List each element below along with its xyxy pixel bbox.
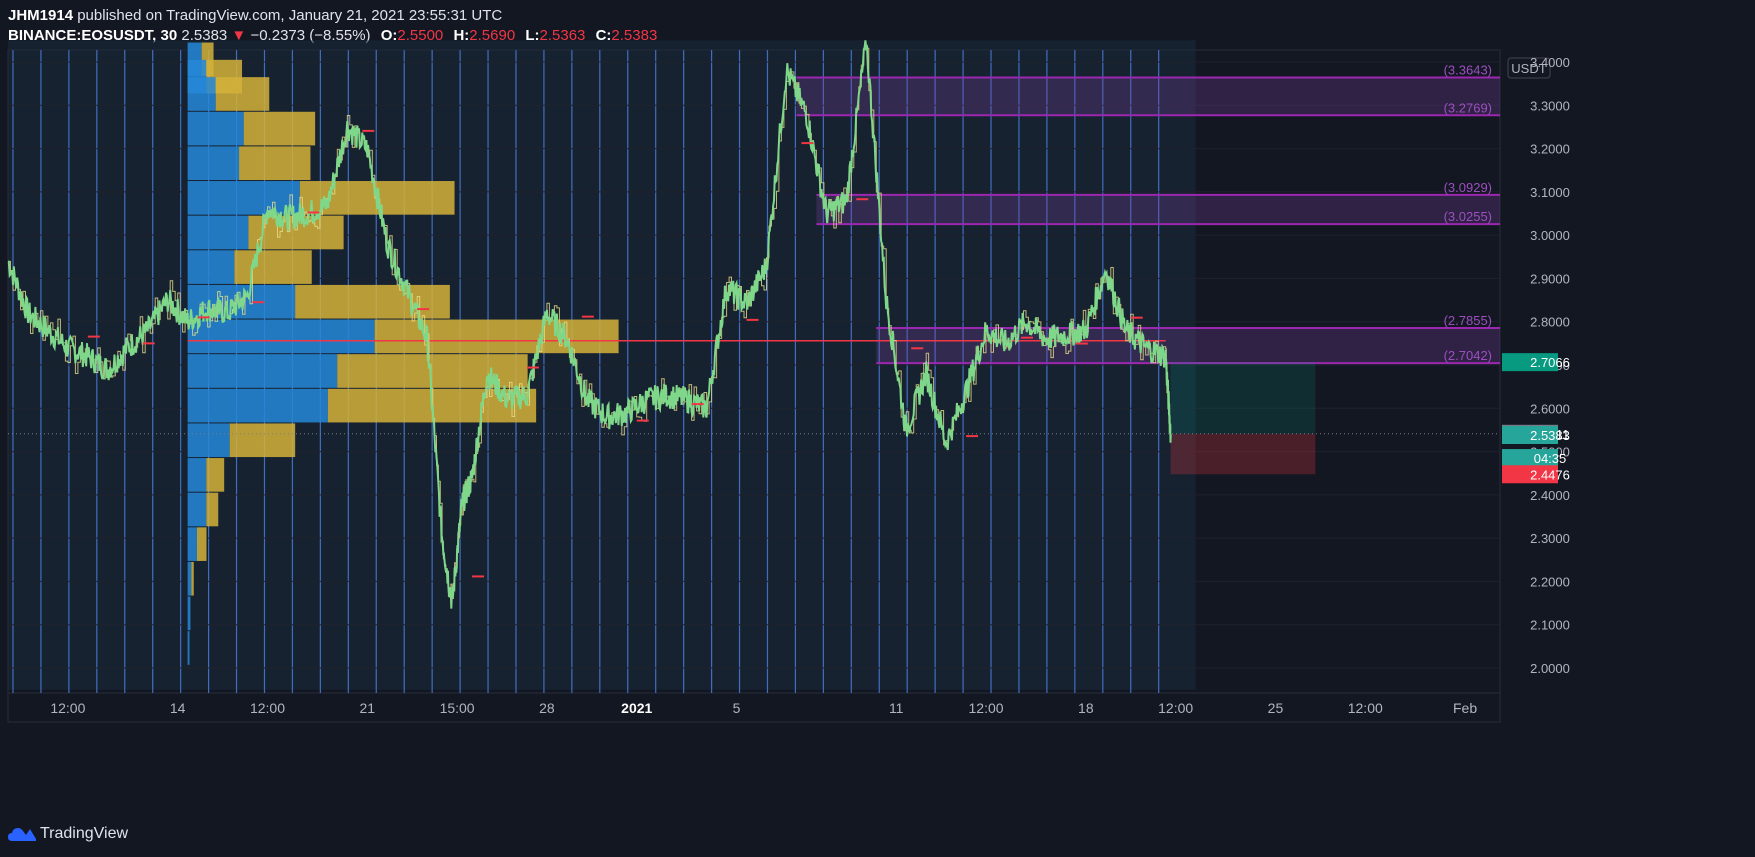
volume-profile-sell-bar (206, 458, 225, 492)
price-badge (1502, 425, 1558, 444)
volume-profile-buy-bar (187, 527, 197, 561)
price-badge-label: 2.7066 (1530, 355, 1570, 370)
y-tick-label: 3.4000 (1530, 55, 1570, 70)
volume-profile-buy-bar (187, 77, 216, 111)
volume-profile-buy-bar (187, 388, 328, 423)
high-label: H: (453, 27, 470, 44)
volume-profile-buy-bar (187, 492, 207, 527)
volume-profile-sell-bar (295, 284, 450, 319)
footer: TradingView (8, 822, 128, 846)
x-tick-label: Feb (1453, 700, 1477, 716)
zone-top-label: (2.7855) (1444, 313, 1492, 328)
resistance-zone (876, 327, 1500, 364)
y-tick-label: 3.3000 (1530, 98, 1570, 113)
symbol-label[interactable]: BINANCE:EOSUSDT, 30 (8, 27, 178, 44)
volume-profile-sell-bar (191, 561, 194, 596)
zone-bottom-label: (2.7042) (1444, 348, 1492, 363)
x-tick-label: 18 (1078, 700, 1094, 716)
volume-profile-buy-bar (187, 250, 235, 284)
y-tick-label: 3.0000 (1530, 228, 1570, 243)
x-tick-label: 12:00 (1158, 700, 1193, 716)
tradingview-cloud-icon[interactable] (8, 825, 36, 843)
close-value: 2.5383 (611, 27, 658, 44)
resistance-zone (816, 194, 1500, 225)
close-label: C: (595, 27, 612, 44)
price-line (7, 40, 1172, 609)
price-badge (1502, 353, 1558, 372)
volume-profile-buy-bar (187, 561, 192, 596)
published-text: published on TradingView.com, January 21… (77, 7, 503, 24)
low-value: 2.5363 (539, 27, 586, 44)
zone-top-label: (3.0929) (1444, 180, 1492, 195)
position-target-box (1170, 362, 1316, 434)
x-tick-label: 25 (1268, 700, 1284, 716)
publish-line: JHM1914 published on TradingView.com, Ja… (8, 6, 1748, 26)
x-tick-label: 12:00 (250, 700, 285, 716)
volume-profile-buy-bar (187, 423, 230, 458)
volume-profile-buy-bar (187, 631, 190, 665)
tradingview-brand[interactable]: TradingView (40, 825, 129, 842)
volume-profile-sell-bar (243, 111, 316, 146)
ohlc-legend: BINANCE:EOSUSDT, 30 2.5383 ▼ −0.2373 (−8… (8, 26, 1748, 46)
volume-profile-sell-bar (374, 319, 619, 354)
y-tick-label: 2.2000 (1530, 574, 1570, 589)
y-tick-label: 2.3000 (1530, 531, 1570, 546)
volume-profile-buy-bar (187, 319, 375, 354)
volume-profile-sell-bar (229, 423, 296, 458)
price-badge (1502, 465, 1558, 484)
currency-box[interactable] (1507, 57, 1551, 79)
price-badge-label: 04:35 (1534, 451, 1567, 466)
position-stop-box (1170, 433, 1316, 475)
y-tick-label: 3.2000 (1530, 142, 1570, 157)
currency-label: USDT (1511, 61, 1546, 76)
x-tick-label: 28 (539, 700, 555, 716)
y-tick-label: 2.6000 (1530, 401, 1570, 416)
resistance-zone (796, 77, 1500, 116)
y-tick-label: 2.0000 (1530, 661, 1570, 676)
chart-header: JHM1914 published on TradingView.com, Ja… (8, 6, 1748, 46)
last-price: 2.5383 (181, 27, 228, 44)
author-name[interactable]: JHM1914 (8, 7, 74, 24)
y-tick-label: 2.1000 (1530, 618, 1570, 633)
x-tick-label: 5 (733, 700, 741, 716)
price-badge-label: 2.4476 (1530, 467, 1570, 482)
volume-profile-sell-bar (239, 146, 311, 181)
volume-profile-sell-bar (206, 492, 219, 527)
volume-profile-buy-bar (187, 215, 249, 250)
zone-bottom-label: (3.2769) (1444, 100, 1492, 115)
price-badge (1502, 449, 1558, 468)
open-label: O: (380, 27, 398, 44)
x-tick-label: 21 (359, 700, 375, 716)
x-tick-label: 12:00 (969, 700, 1004, 716)
volume-profile-buy-bar (187, 596, 191, 631)
zone-bottom-label: (3.0255) (1444, 209, 1492, 224)
volume-profile-sell-bar (215, 77, 270, 111)
low-label: L: (525, 27, 540, 44)
x-tick-label: 11 (889, 700, 904, 716)
zone-top-label: (3.3643) (1444, 62, 1492, 77)
x-tick-label: 15:00 (440, 700, 475, 716)
down-arrow-icon: ▼ (227, 27, 251, 44)
y-tick-label: 2.4000 (1530, 488, 1570, 503)
open-value: 2.5500 (397, 27, 444, 44)
volume-profile-buy-bar (187, 146, 240, 181)
volume-profile-buy-bar (187, 458, 207, 492)
volume-profile-sell-bar (234, 250, 312, 284)
price-change: −0.2373 (−8.55%) (250, 27, 371, 44)
y-tick-label: 2.9000 (1530, 271, 1570, 286)
high-value: 2.5690 (469, 27, 516, 44)
price-badge-label: 2.5383 (1530, 428, 1570, 443)
x-tick-label: 2021 (621, 700, 652, 716)
volume-profile-sell-bar (201, 42, 214, 77)
volume-profile-sell-bar (196, 527, 207, 561)
y-tick-label: 2.8000 (1530, 315, 1570, 330)
volume-profile-buy-bar (187, 111, 244, 146)
volume-profile-buy-bar (187, 354, 338, 388)
x-tick-label: 12:00 (50, 700, 85, 716)
x-tick-label: 12:00 (1348, 700, 1383, 716)
volume-profile-buy-bar (187, 181, 300, 215)
x-tick-label: 14 (170, 700, 186, 716)
y-tick-label: 3.1000 (1530, 185, 1570, 200)
